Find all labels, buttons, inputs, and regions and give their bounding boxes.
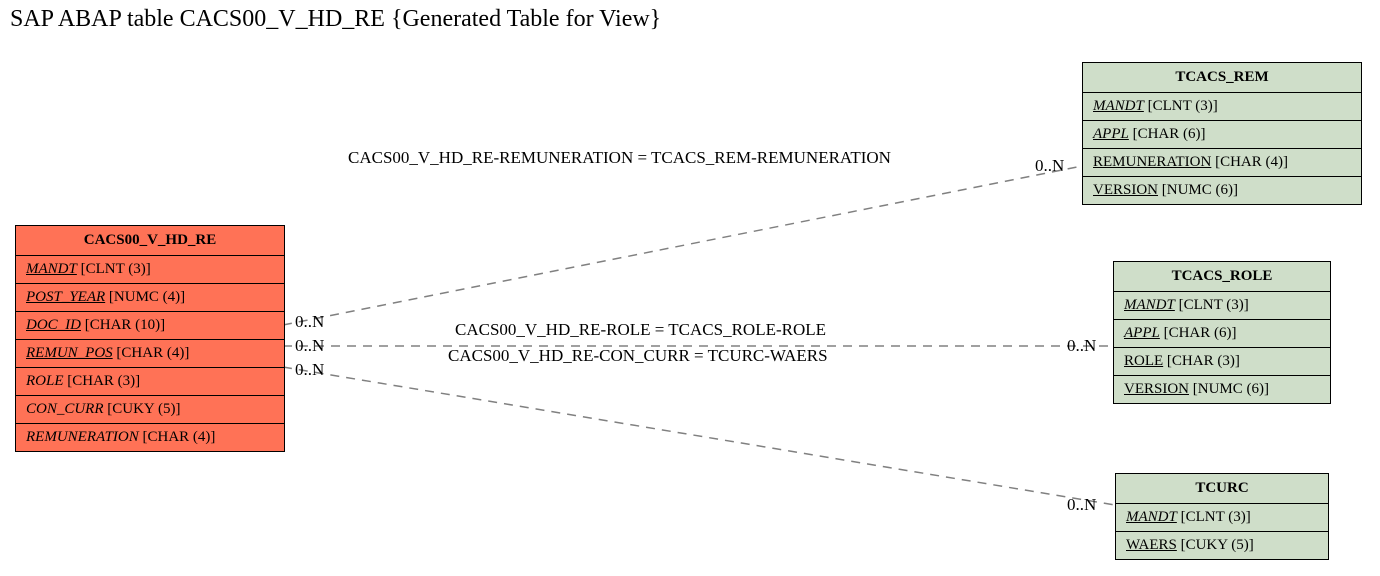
table-row: WAERS [CUKY (5)] [1116,532,1328,559]
field-type: [CHAR (4)] [113,345,190,361]
field-type: [CHAR (10)] [81,317,165,333]
field-type: [CUKY (5)] [1177,537,1254,553]
field-type: [CHAR (3)] [1163,353,1240,369]
cardinality-to: 0..N [1067,336,1096,356]
table-TCURC: TCURCMANDT [CLNT (3)]WAERS [CUKY (5)] [1115,473,1329,560]
field-type: [CHAR (6)] [1129,126,1206,142]
field-type: [NUMC (4)] [105,289,185,305]
field-type: [CHAR (6)] [1160,325,1237,341]
join-condition: CACS00_V_HD_RE-REMUNERATION = TCACS_REM-… [348,148,891,168]
field-type: [CLNT (3)] [77,261,151,277]
field-type: [CHAR (4)] [1211,154,1288,170]
table-row: VERSION [NUMC (6)] [1083,177,1361,204]
table-row: APPL [CHAR (6)] [1114,320,1330,348]
table-row: REMUN_POS [CHAR (4)] [16,340,284,368]
page-title: SAP ABAP table CACS00_V_HD_RE {Generated… [10,6,661,33]
cardinality-to: 0..N [1035,156,1064,176]
table-row: CON_CURR [CUKY (5)] [16,396,284,424]
table-row: ROLE [CHAR (3)] [1114,348,1330,376]
field-type: [CLNT (3)] [1144,98,1218,114]
table-CACS00_V_HD_RE: CACS00_V_HD_REMANDT [CLNT (3)]POST_YEAR … [15,225,285,452]
table-header: TCACS_ROLE [1114,262,1330,292]
table-row: VERSION [NUMC (6)] [1114,376,1330,403]
table-header: TCACS_REM [1083,63,1361,93]
table-row: MANDT [CLNT (3)] [1083,93,1361,121]
table-TCACS_REM: TCACS_REMMANDT [CLNT (3)]APPL [CHAR (6)]… [1082,62,1362,205]
table-row: REMUNERATION [CHAR (4)] [1083,149,1361,177]
cardinality-from: 0..N [295,336,324,356]
cardinality-from: 0..N [295,360,324,380]
table-row: DOC_ID [CHAR (10)] [16,312,284,340]
field-type: [CUKY (5)] [104,401,181,417]
field-type: [NUMC (6)] [1189,381,1269,397]
field-type: [NUMC (6)] [1158,182,1238,198]
table-row: MANDT [CLNT (3)] [1114,292,1330,320]
field-type: [CLNT (3)] [1175,297,1249,313]
table-row: MANDT [CLNT (3)] [1116,504,1328,532]
table-row: POST_YEAR [NUMC (4)] [16,284,284,312]
table-TCACS_ROLE: TCACS_ROLEMANDT [CLNT (3)]APPL [CHAR (6)… [1113,261,1331,404]
join-condition: CACS00_V_HD_RE-CON_CURR = TCURC-WAERS [448,346,828,366]
join-condition: CACS00_V_HD_RE-ROLE = TCACS_ROLE-ROLE [455,320,826,340]
field-type: [CLNT (3)] [1177,509,1251,525]
table-row: APPL [CHAR (6)] [1083,121,1361,149]
cardinality-from: 0..N [295,312,324,332]
table-row: ROLE [CHAR (3)] [16,368,284,396]
table-row: MANDT [CLNT (3)] [16,256,284,284]
table-header: TCURC [1116,474,1328,504]
cardinality-to: 0..N [1067,495,1096,515]
field-type: [CHAR (3)] [64,373,141,389]
field-type: [CHAR (4)] [139,429,216,445]
table-header: CACS00_V_HD_RE [16,226,284,256]
table-row: REMUNERATION [CHAR (4)] [16,424,284,451]
